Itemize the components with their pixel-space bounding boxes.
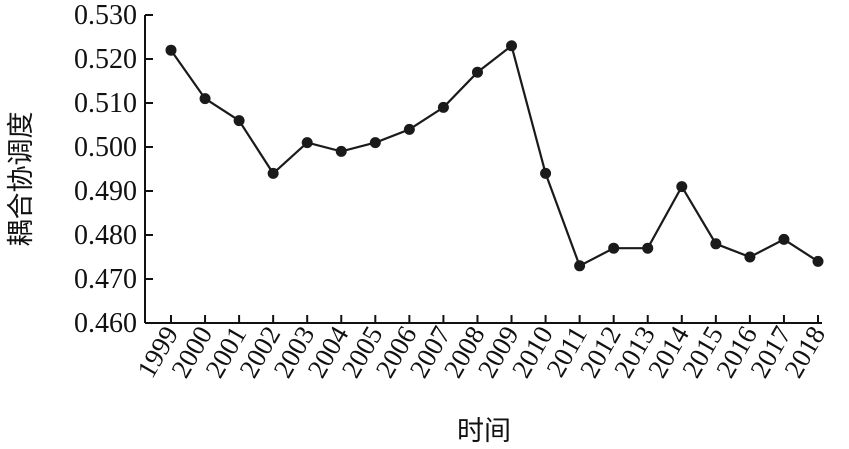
y-tick-label: 0.530 [74,0,137,31]
data-point [403,123,415,135]
data-point [369,137,381,149]
y-axis-title: 耦合协调度 [6,112,37,247]
data-point [506,40,518,52]
series-line [170,43,819,268]
data-point [574,260,586,272]
y-tick-label: 0.520 [74,44,137,75]
data-point [744,251,756,263]
x-axis-title: 时间 [457,416,511,447]
y-tick-label: 0.510 [74,88,137,119]
series [165,40,824,272]
data-point [437,101,449,113]
data-point [778,233,790,245]
x-axis: 1999200020012002200320042005200620072008… [131,315,831,383]
y-tick-label: 0.480 [74,220,137,251]
y-tick-label: 0.490 [74,176,137,207]
y-tick-label: 0.500 [74,132,137,163]
data-point [812,255,824,267]
data-point [267,167,279,179]
data-point [540,167,552,179]
data-point [233,115,245,127]
data-point [608,242,620,254]
y-tick-label: 0.460 [74,308,137,339]
data-point [642,242,654,254]
data-point [710,238,722,250]
y-tick-label: 0.470 [74,264,137,295]
data-point [165,44,177,56]
data-point [676,181,688,193]
data-point [471,66,483,78]
y-axis: 0.460 0.470 0.480 0.490 0.500 0.510 0.520 0.530 [74,0,153,339]
data-point [301,137,313,149]
data-point [199,93,211,105]
data-point [335,145,347,157]
